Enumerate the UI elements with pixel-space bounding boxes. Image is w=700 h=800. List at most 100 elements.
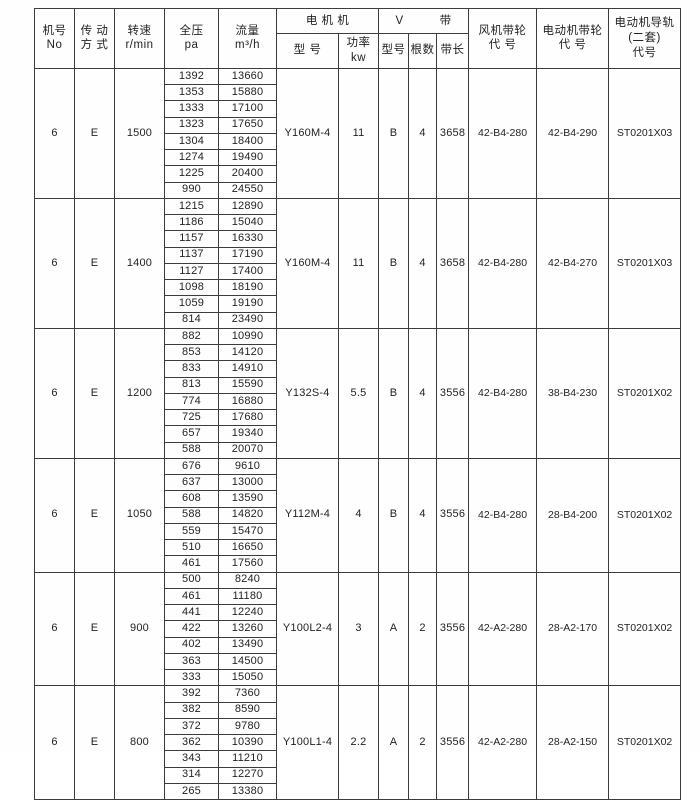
flow-cell: 12890 [218,197,277,216]
spec-row: 6 E 1050 676 9610 Y112M-4 4 B 4 3556 42-B4-280 28-B… [34,457,682,573]
pressure-cell: 588 [164,506,219,524]
drive-cell: E [74,327,115,459]
speed-cell: 800 [114,685,165,800]
spec-row: 814 23490 [35,311,681,329]
header-pressure: 全压 pa [164,8,219,69]
pressure-cell: 382 [164,701,219,719]
pressure-cell: 441 [164,604,219,622]
flow-cell: 17560 [218,555,277,573]
pressure-cell: 392 [164,685,219,703]
flow-cell: 20070 [218,441,277,459]
spec-row: 1059 19190 [35,295,681,313]
header-motor-power: 功率kw [337,33,380,69]
flow-cell: 8590 [218,701,277,719]
flow-cell: 16880 [218,392,277,411]
pressure-cell: 333 [164,669,219,687]
pressure-cell: 657 [164,425,219,443]
header-vbelt-count: 根数 [408,33,438,69]
flow-cell: 23490 [218,311,277,329]
motor-rail-cell: ST0201X02 [608,571,682,687]
spec-row: 6 E 1200 882 10990 Y132S-4 5.5 B 4 3556 42-B4-280 3… [34,327,682,459]
pressure-cell: 814 [164,311,219,329]
motor-pulley-cell: 42-B4-290 [536,67,610,199]
vbelt-count-cell: 2 [408,571,438,687]
vbelt-count-cell: 4 [408,197,438,329]
pressure-cell: 676 [164,457,219,476]
motor-power-cell: 11 [337,67,380,199]
motor-model-cell: Y132S-4 [276,327,339,459]
header-motor-pulley: 电动机带轮 代 号 [536,8,610,69]
motor-model-cell: Y160M-4 [276,67,339,199]
pressure-cell: 1127 [164,262,219,281]
fan-pulley-cell: 42-B4-280 [468,457,538,573]
machine-no-cell: 6 [34,67,75,199]
vbelt-length-cell: 3658 [436,197,470,329]
vbelt-model-cell: B [378,67,410,199]
flow-cell: 13380 [218,782,277,800]
vbelt-model-cell: B [378,197,410,329]
fan-pulley-cell: 42-B4-280 [468,197,538,329]
spec-row: 1186 15040 [35,214,681,232]
spec-row: 382 8590 [35,701,681,719]
motor-model-cell: Y100L1-4 [276,685,339,800]
flow-cell: 16650 [218,539,277,557]
spec-table-body: 6 E 1500 1392 13660 Y160M-4 11 B 4 3658 42-B4-280 4… [34,67,682,800]
fan-pulley-cell: 42-B4-280 [468,327,538,459]
pressure-cell: 637 [164,474,219,492]
spec-row: 333 15050 [35,669,681,687]
pressure-cell: 314 [164,766,219,784]
fan-spec-table: 机号 No 传 动 方 式 转速 r/min 全压 pa 流量 m³/h 电 机… [34,8,682,800]
pressure-cell: 1333 [164,100,219,118]
motor-power-cell: 11 [337,197,380,329]
motor-pulley-cell: 38-B4-230 [536,327,610,459]
fan-pulley-cell: 42-A2-280 [468,685,538,800]
flow-cell: 17680 [218,409,277,427]
flow-cell: 16330 [218,230,277,248]
vbelt-length-cell: 3556 [436,457,470,573]
pressure-cell: 1353 [164,84,219,102]
flow-cell: 8240 [218,571,277,589]
flow-cell: 13000 [218,474,277,492]
flow-cell: 18400 [218,132,277,151]
machine-no-cell: 6 [34,685,75,800]
vbelt-model-cell: B [378,457,410,573]
drive-cell: E [74,457,115,573]
flow-cell: 11210 [218,750,277,768]
pressure-cell: 853 [164,344,219,362]
flow-cell: 10990 [218,327,277,346]
flow-cell: 17190 [218,246,277,264]
pressure-cell: 1137 [164,246,219,264]
spec-row: 6 E 800 392 7360 Y100L1-4 2.2 A 2 3556 42-A2-280 28… [34,685,682,800]
vbelt-length-cell: 3556 [436,685,470,800]
pressure-cell: 1225 [164,165,219,183]
spec-row: 372 9780 [35,717,681,736]
pressure-cell: 588 [164,441,219,459]
pressure-cell: 1098 [164,279,219,297]
drive-cell: E [74,571,115,687]
pressure-cell: 510 [164,539,219,557]
machine-no-cell: 6 [34,571,75,687]
spec-row: 588 14820 [35,506,681,524]
flow-cell: 13260 [218,620,277,638]
motor-pulley-cell: 28-B4-200 [536,457,610,573]
header-drive: 传 动 方 式 [74,8,115,69]
vbelt-count-cell: 4 [408,457,438,573]
vbelt-count-cell: 4 [408,327,438,459]
motor-rail-cell: ST0201X02 [608,457,682,573]
pressure-cell: 363 [164,652,219,671]
motor-power-cell: 4 [337,457,380,573]
pressure-cell: 608 [164,490,219,508]
header-vbelt-group: V 带 [378,8,470,34]
flow-cell: 11180 [218,587,277,606]
pressure-cell: 461 [164,587,219,606]
speed-cell: 1400 [114,197,165,329]
pressure-cell: 343 [164,750,219,768]
spec-row: 402 13490 [35,636,681,654]
flow-cell: 15040 [218,214,277,232]
flow-cell: 15470 [218,522,277,541]
flow-cell: 18190 [218,279,277,297]
motor-rail-cell: ST0201X02 [608,685,682,800]
motor-pulley-cell: 28-A2-170 [536,571,610,687]
vbelt-length-cell: 3556 [436,327,470,459]
flow-cell: 13590 [218,490,277,508]
